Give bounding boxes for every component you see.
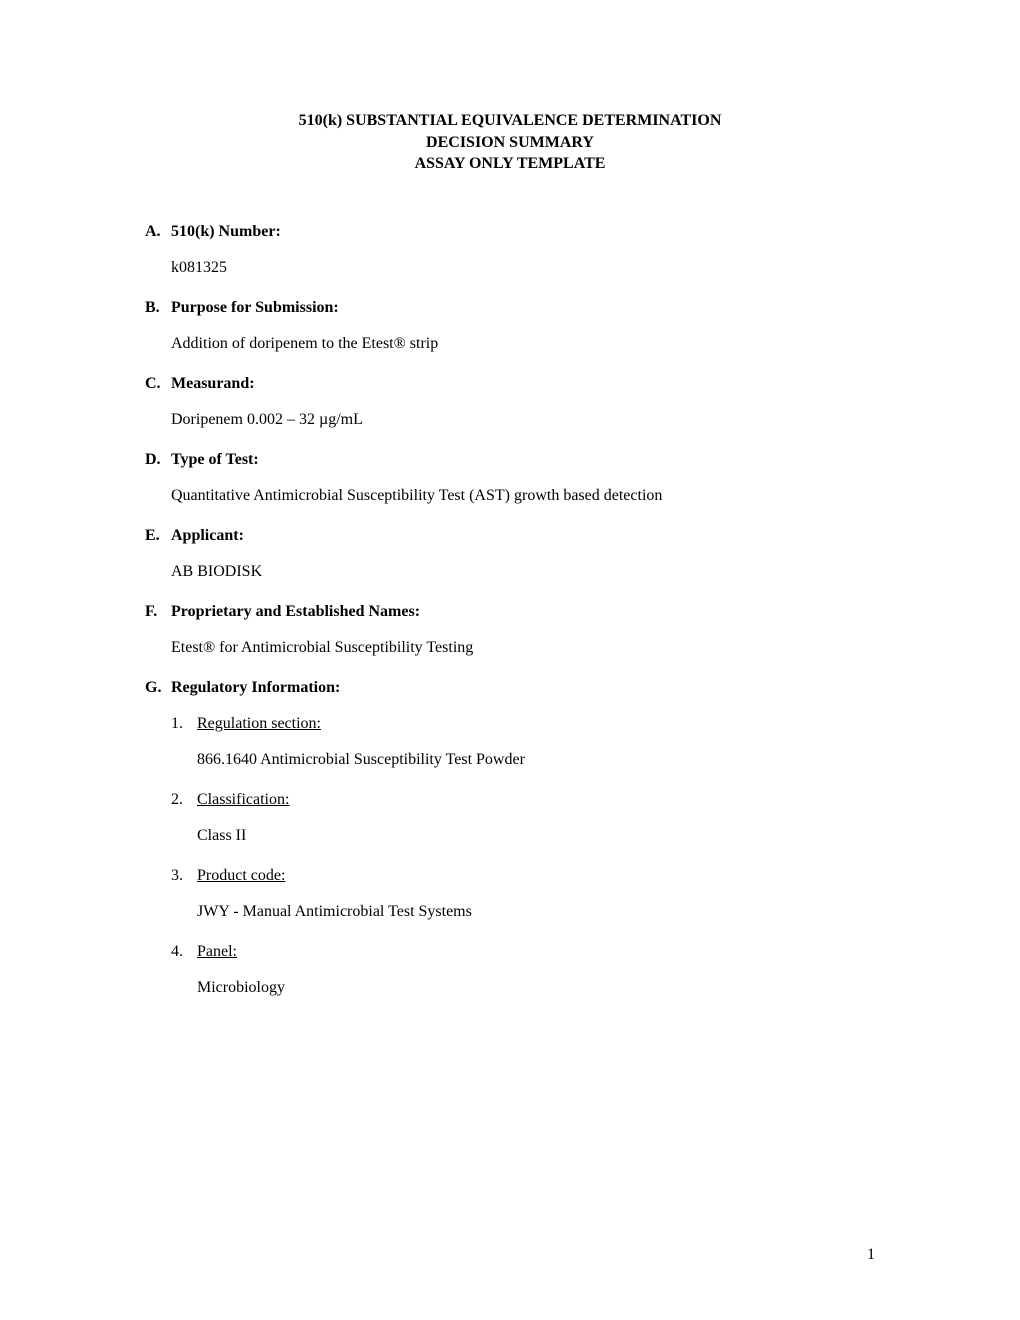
item-2-heading-text: Classification:	[197, 791, 289, 808]
section-g-letter: G.	[145, 679, 171, 697]
page-number: 1	[867, 1246, 875, 1264]
section-c-letter: C.	[145, 375, 171, 393]
item-4-heading-text: Panel:	[197, 943, 237, 960]
item-2-heading: 2.Classification:	[171, 791, 875, 809]
item-1-body: 866.1640 Antimicrobial Susceptibility Te…	[171, 751, 875, 769]
section-e: E.Applicant: AB BIODISK	[145, 527, 875, 581]
section-b-body: Addition of doripenem to the Etest® stri…	[145, 335, 875, 353]
section-c-body: Doripenem 0.002 – 32 µg/mL	[145, 411, 875, 429]
item-2-num: 2.	[171, 791, 197, 809]
item-3-body: JWY - Manual Antimicrobial Test Systems	[171, 903, 875, 921]
section-d-letter: D.	[145, 451, 171, 469]
section-g-heading-text: Regulatory Information:	[171, 679, 340, 696]
section-g: G.Regulatory Information: 1.Regulation s…	[145, 679, 875, 997]
list-item: 1.Regulation section: 866.1640 Antimicro…	[171, 715, 875, 769]
item-2-body: Class II	[171, 827, 875, 845]
section-b-heading-text: Purpose for Submission:	[171, 299, 339, 316]
list-item: 4.Panel: Microbiology	[171, 943, 875, 997]
section-g-list: 1.Regulation section: 866.1640 Antimicro…	[145, 715, 875, 997]
title-line-3: ASSAY ONLY TEMPLATE	[145, 153, 875, 175]
section-c-heading-text: Measurand:	[171, 375, 255, 392]
section-d-body: Quantitative Antimicrobial Susceptibilit…	[145, 487, 875, 505]
section-f-heading-text: Proprietary and Established Names:	[171, 603, 420, 620]
section-a-heading: A.510(k) Number:	[145, 223, 875, 241]
list-item: 3.Product code: JWY - Manual Antimicrobi…	[171, 867, 875, 921]
title-line-1: 510(k) SUBSTANTIAL EQUIVALENCE DETERMINA…	[145, 110, 875, 132]
section-d-heading: D.Type of Test:	[145, 451, 875, 469]
section-b-letter: B.	[145, 299, 171, 317]
section-c: C.Measurand: Doripenem 0.002 – 32 µg/mL	[145, 375, 875, 429]
document-title: 510(k) SUBSTANTIAL EQUIVALENCE DETERMINA…	[145, 110, 875, 175]
section-b-heading: B.Purpose for Submission:	[145, 299, 875, 317]
item-1-heading: 1.Regulation section:	[171, 715, 875, 733]
section-a-heading-text: 510(k) Number:	[171, 223, 281, 240]
item-4-body: Microbiology	[171, 979, 875, 997]
section-a: A.510(k) Number: k081325	[145, 223, 875, 277]
section-c-heading: C.Measurand:	[145, 375, 875, 393]
section-b: B.Purpose for Submission: Addition of do…	[145, 299, 875, 353]
section-f-heading: F.Proprietary and Established Names:	[145, 603, 875, 621]
title-line-2: DECISION SUMMARY	[145, 132, 875, 154]
section-e-heading-text: Applicant:	[171, 527, 244, 544]
section-f-body: Etest® for Antimicrobial Susceptibility …	[145, 639, 875, 657]
section-a-body: k081325	[145, 259, 875, 277]
section-g-heading: G.Regulatory Information:	[145, 679, 875, 697]
section-d-heading-text: Type of Test:	[171, 451, 259, 468]
item-4-num: 4.	[171, 943, 197, 961]
item-3-heading: 3.Product code:	[171, 867, 875, 885]
section-e-letter: E.	[145, 527, 171, 545]
section-e-body: AB BIODISK	[145, 563, 875, 581]
item-1-num: 1.	[171, 715, 197, 733]
item-1-heading-text: Regulation section:	[197, 715, 321, 732]
item-4-heading: 4.Panel:	[171, 943, 875, 961]
item-3-heading-text: Product code:	[197, 867, 285, 884]
section-a-letter: A.	[145, 223, 171, 241]
section-f-letter: F.	[145, 603, 171, 621]
item-3-num: 3.	[171, 867, 197, 885]
section-d: D.Type of Test: Quantitative Antimicrobi…	[145, 451, 875, 505]
section-e-heading: E.Applicant:	[145, 527, 875, 545]
section-f: F.Proprietary and Established Names: Ete…	[145, 603, 875, 657]
list-item: 2.Classification: Class II	[171, 791, 875, 845]
